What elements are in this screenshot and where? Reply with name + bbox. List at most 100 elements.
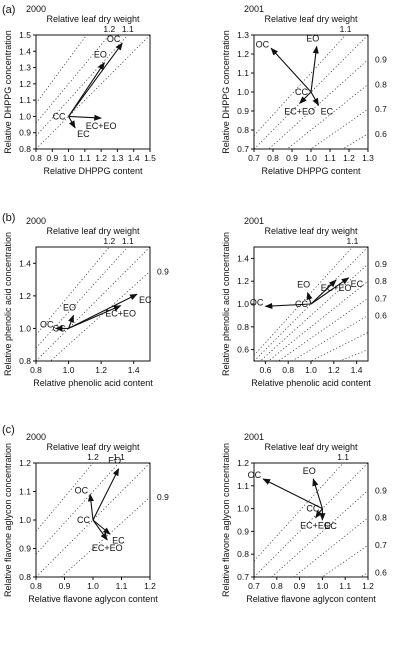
y-tick-label: 0.8 xyxy=(19,572,31,582)
vector-label: OC xyxy=(248,470,262,480)
vector-arrow-ec-plus-eo xyxy=(299,91,312,104)
panel-c-2001: 0.6 0.7 0.8 0.9 1.1 0.7 0.8 0.9 1.0 1.1 1.2 0.7 0.8 0… xyxy=(221,432,387,604)
vector-label: EC+EO xyxy=(92,543,123,553)
x-tick-label: 1.0 xyxy=(305,153,317,163)
x-tick-label: 1.2 xyxy=(343,153,355,163)
isoline-group xyxy=(254,247,368,361)
y-axis-title: Relative flavone aglycon concentration xyxy=(3,443,13,597)
vector-label: EC+EO xyxy=(86,121,117,131)
x-tick-label: 1.4 xyxy=(351,365,363,375)
vector-arrow-ec xyxy=(68,116,76,129)
isoline-label: 0.9 xyxy=(157,266,169,276)
vector-label: EC xyxy=(321,106,334,116)
vector-arrow-ec-plus-eo xyxy=(315,508,323,519)
top-axis-title: Relative leaf dry weight xyxy=(46,442,140,452)
y-tick-label: 1.0 xyxy=(237,87,249,97)
isoline-group xyxy=(36,247,150,361)
x-axis-title: Relative flavone aglycon content xyxy=(28,594,158,604)
y-tick-label: 0.9 xyxy=(237,106,249,116)
x-tick-label: 0.9 xyxy=(46,153,58,163)
vector-label: OC xyxy=(75,485,89,495)
panels-group: 1.1 1.2 0.8 0.9 1.0 1.1 1.2 1.3 1.4 1.5 0.8 0.9 1.0 1… xyxy=(3,4,387,604)
y-axis-title: Relative phenolic acid concentration xyxy=(221,232,231,376)
vector-label: OC xyxy=(107,34,121,44)
vector-label: EC xyxy=(351,279,364,289)
isoline-label: 0.7 xyxy=(375,540,387,550)
origin-label: CC xyxy=(53,323,66,333)
x-tick-label: 0.8 xyxy=(30,581,42,591)
x-tick-label: 1.4 xyxy=(128,365,140,375)
x-tick-label: 1.0 xyxy=(316,581,328,591)
isoline xyxy=(310,332,368,361)
isoline-label: 1.1 xyxy=(337,452,349,462)
isoline xyxy=(321,544,368,577)
isoline-label: 1.1 xyxy=(347,236,359,246)
x-tick-label: 1.5 xyxy=(144,153,156,163)
isoline-label: 0.8 xyxy=(375,79,387,89)
vector-label: EC+EO xyxy=(105,309,136,319)
vector-arrow-ec-plus-eo xyxy=(68,305,122,329)
isoline-label: 0.6 xyxy=(375,129,387,139)
vector-label: EC+EO xyxy=(321,283,352,293)
vector-arrow-ec xyxy=(310,277,350,305)
y-tick-label: 0.6 xyxy=(237,345,249,355)
y-tick-label: 0.8 xyxy=(237,125,249,135)
vector-label: EO xyxy=(108,456,121,466)
y-axis-title: Relative DHPPG concentration xyxy=(3,30,13,154)
isoline-group xyxy=(254,463,368,577)
x-tick-label: 0.6 xyxy=(259,365,271,375)
y-tick-label: 1.2 xyxy=(19,291,31,301)
panel-b-2000: 0.9 1.1 1.2 0.8 1.0 1.2 1.4 0.8 1.0 1.2 1.4 Relativ… xyxy=(3,216,169,388)
panel-a-2001: 0.6 0.7 0.8 0.9 1.1 0.7 0.8 0.9 1.0 1.1 1.2 1.3 0.7 0… xyxy=(221,4,387,176)
x-tick-label: 1.0 xyxy=(305,365,317,375)
vector-label: EC xyxy=(77,129,90,139)
x-axis-title: Relative DHPPG content xyxy=(261,166,361,176)
x-tick-label: 0.9 xyxy=(286,153,298,163)
isoline xyxy=(310,108,368,149)
vector-arrow-eo xyxy=(92,468,120,521)
vector-arrow-ec-plus-eo xyxy=(68,114,102,121)
isoline-label: 1.1 xyxy=(122,24,134,34)
y-tick-label: 1.1 xyxy=(19,95,31,105)
x-tick-label: 1.3 xyxy=(112,153,124,163)
y-tick-label: 1.1 xyxy=(237,481,249,491)
x-tick-label: 0.7 xyxy=(248,581,260,591)
x-tick-label: 0.7 xyxy=(248,153,260,163)
isoline xyxy=(338,349,368,361)
vector-label: EC xyxy=(139,295,152,305)
top-axis-title: Relative leaf dry weight xyxy=(264,14,358,24)
isoline-label: 0.9 xyxy=(375,485,387,495)
plot-frame xyxy=(35,34,151,150)
y-tick-label: 0.7 xyxy=(237,144,249,154)
isoline-label: 0.9 xyxy=(157,492,169,502)
isoline xyxy=(254,463,344,562)
vector-label: EC+EO xyxy=(284,106,315,116)
isoline xyxy=(277,297,368,361)
y-tick-label: 1.1 xyxy=(19,487,31,497)
origin-label: CC xyxy=(53,111,66,121)
x-tick-label: 1.3 xyxy=(362,153,374,163)
vector-arrow-eo xyxy=(68,62,105,117)
isoline xyxy=(36,35,110,124)
vector-arrow-oc xyxy=(87,493,94,521)
y-tick-label: 0.7 xyxy=(237,572,249,582)
vector-arrow-oc xyxy=(262,478,323,510)
row-label-a: (a) xyxy=(2,4,15,16)
vector-label: EO xyxy=(94,50,107,60)
vector-arrow-eo xyxy=(310,45,319,93)
isoline xyxy=(36,247,150,361)
x-tick-label: 0.9 xyxy=(294,581,306,591)
x-tick-label: 1.2 xyxy=(144,581,156,591)
y-axis-title: Relative DHPPG concentration xyxy=(221,30,231,154)
y-tick-label: 1.2 xyxy=(237,49,249,59)
vector-label: EC+EO xyxy=(300,521,331,531)
y-tick-label: 1.0 xyxy=(237,299,249,309)
x-axis-title: Relative phenolic acid content xyxy=(251,378,371,388)
vector-arrow-ec-plus-eo xyxy=(92,519,108,541)
origin-label: CC xyxy=(77,515,90,525)
x-tick-label: 0.8 xyxy=(30,365,42,375)
year-label: 2000 xyxy=(26,4,46,14)
isoline xyxy=(36,35,129,137)
vector-label: OC xyxy=(250,297,264,307)
isoline-label: 1.1 xyxy=(122,236,134,246)
